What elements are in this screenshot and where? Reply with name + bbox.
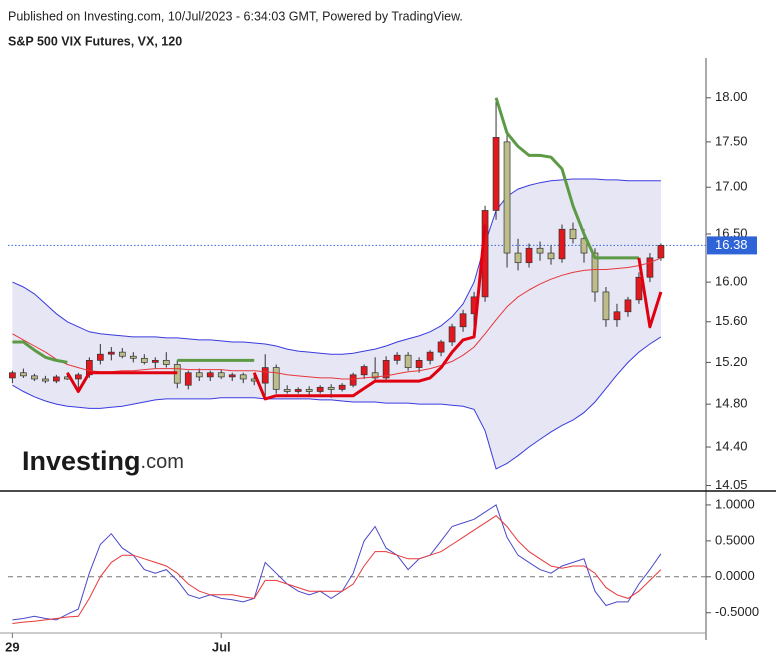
candle-body: [624, 299, 632, 313]
plot-area: 18.0017.5017.0016.5016.0015.6015.2014.80…: [5, 89, 759, 654]
candle-body: [316, 386, 324, 392]
candle-body: [547, 252, 555, 260]
y-tick-label: 16.00: [715, 274, 748, 289]
last-price-label: 16.38: [715, 237, 748, 252]
watermark: Investing.com: [22, 446, 184, 476]
y-tick-label: 15.20: [715, 354, 748, 369]
candle-body: [393, 354, 401, 361]
candle-body: [580, 238, 588, 254]
candle-body: [162, 360, 170, 365]
candle-body: [53, 376, 60, 382]
candle-body: [206, 372, 214, 378]
candle-body: [272, 367, 280, 390]
candle-body: [9, 372, 16, 379]
candle-body: [129, 355, 137, 359]
candle-body: [118, 351, 126, 357]
watermark-light: .com: [141, 451, 184, 473]
candle-body: [184, 372, 192, 386]
candle-body: [228, 374, 236, 378]
candle-body: [74, 374, 82, 380]
x-tick-label: Jul: [212, 639, 231, 654]
candle-body: [415, 360, 423, 368]
candle-body: [239, 374, 247, 380]
candle-body: [349, 374, 357, 386]
indicator-line: [66, 371, 178, 393]
y-tick-label: 0.5000: [715, 532, 755, 547]
candle-body: [31, 375, 38, 380]
candle-body: [96, 353, 104, 361]
indicator-line: [494, 97, 639, 260]
y-tick-label: 17.00: [715, 179, 748, 194]
candle-body: [371, 372, 379, 379]
published-note: Published on Investing.com, 10/Jul/2023 …: [8, 9, 463, 23]
candle-body: [217, 372, 225, 378]
y-tick-label: 1.0000: [715, 496, 755, 511]
y-tick-label: 18.00: [715, 89, 748, 104]
candle-body: [536, 247, 544, 254]
last-price-box: [707, 236, 757, 255]
candle-body: [459, 313, 467, 328]
candle-body: [525, 247, 533, 264]
indicator-line: [12, 257, 662, 380]
candle-body: [503, 141, 511, 254]
candle-body: [140, 357, 148, 363]
y-tick-label: -0.5000: [715, 604, 759, 619]
candle-body: [382, 360, 390, 379]
y-tick-label: 14.40: [715, 438, 748, 453]
candle-body: [404, 354, 412, 368]
candle-body: [646, 257, 654, 278]
candle-body: [338, 384, 346, 390]
candle-body: [569, 228, 577, 240]
x-tick-label: 29: [5, 639, 19, 654]
candle-body: [602, 291, 610, 321]
candle-body: [294, 389, 302, 392]
candle-body: [42, 378, 49, 382]
candle-body: [261, 367, 269, 384]
y-tick-label: 17.50: [715, 133, 748, 148]
candle-body: [558, 228, 566, 260]
candle-body: [195, 372, 203, 378]
indicator-line: [12, 340, 68, 364]
oscillator-line: [12, 504, 662, 621]
band-upper: [12, 178, 661, 355]
band-fill: [12, 178, 661, 469]
candle-body: [448, 326, 456, 343]
candle-body: [327, 386, 335, 390]
candle-body: [591, 252, 599, 293]
candle-body: [107, 351, 115, 355]
symbol-title: S&P 500 VIX Futures, VX, 120: [8, 34, 182, 48]
candle-body: [613, 311, 621, 321]
candle-body: [360, 366, 368, 376]
watermark-bold: Investing: [22, 446, 141, 476]
indicator-line: [637, 257, 663, 329]
indicator-line: [252, 224, 487, 401]
candle-body: [492, 137, 500, 211]
y-tick-label: 14.05: [715, 477, 748, 492]
candle-body: [426, 351, 434, 361]
candle-body: [657, 245, 665, 259]
candle-body: [635, 276, 643, 301]
candle-body: [283, 389, 291, 392]
candle-body: [437, 341, 445, 353]
oscillator-line: [12, 515, 662, 624]
candle-body: [514, 252, 522, 264]
y-tick-label: 0.0000: [715, 568, 755, 583]
y-tick-label: 14.80: [715, 396, 748, 411]
candle-body: [151, 360, 159, 363]
candle-body: [305, 389, 313, 392]
y-tick-label: 15.60: [715, 313, 748, 328]
band-lower: [12, 336, 662, 470]
candle-body: [20, 372, 27, 377]
